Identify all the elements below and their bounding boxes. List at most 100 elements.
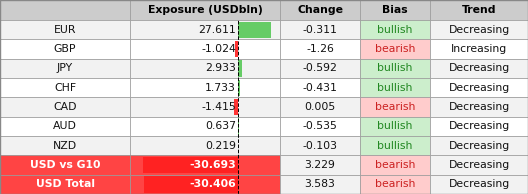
- Bar: [280, 20, 360, 39]
- Bar: [430, 59, 528, 78]
- Text: bullish: bullish: [378, 83, 413, 93]
- Bar: [360, 78, 430, 97]
- Text: Decreasing: Decreasing: [448, 179, 510, 189]
- Bar: [430, 78, 528, 97]
- Bar: [0, 20, 130, 39]
- Bar: [430, 175, 528, 194]
- Bar: [280, 136, 360, 155]
- Bar: [280, 0, 360, 20]
- Bar: [360, 136, 430, 155]
- Text: bullish: bullish: [378, 121, 413, 131]
- Bar: [360, 59, 430, 78]
- Bar: [130, 0, 280, 20]
- Bar: [235, 41, 238, 57]
- Text: bearish: bearish: [375, 44, 415, 54]
- Text: Exposure (USDbln): Exposure (USDbln): [148, 5, 262, 15]
- Text: 0.005: 0.005: [304, 102, 336, 112]
- Bar: [430, 39, 528, 59]
- Bar: [360, 0, 430, 20]
- Bar: [280, 97, 360, 117]
- Bar: [0, 136, 130, 155]
- Text: Decreasing: Decreasing: [448, 141, 510, 151]
- Bar: [280, 155, 360, 175]
- Bar: [143, 157, 238, 173]
- Text: bearish: bearish: [375, 102, 415, 112]
- Bar: [130, 20, 280, 39]
- Bar: [280, 117, 360, 136]
- Bar: [130, 59, 280, 78]
- Bar: [360, 175, 430, 194]
- Text: Change: Change: [297, 5, 343, 15]
- Text: -30.693: -30.693: [189, 160, 236, 170]
- Text: 2.933: 2.933: [205, 63, 236, 73]
- Bar: [280, 39, 360, 59]
- Bar: [280, 78, 360, 97]
- Bar: [0, 117, 130, 136]
- Text: CAD: CAD: [53, 102, 77, 112]
- Text: 0.219: 0.219: [205, 141, 236, 151]
- Bar: [130, 175, 280, 194]
- Text: -1.26: -1.26: [306, 44, 334, 54]
- Bar: [430, 155, 528, 175]
- Bar: [238, 22, 271, 38]
- Text: Decreasing: Decreasing: [448, 25, 510, 35]
- Text: -0.535: -0.535: [303, 121, 337, 131]
- Bar: [238, 80, 240, 96]
- Bar: [0, 78, 130, 97]
- Bar: [360, 117, 430, 136]
- Text: USD vs G10: USD vs G10: [30, 160, 100, 170]
- Bar: [130, 97, 280, 117]
- Bar: [0, 0, 130, 20]
- Text: bearish: bearish: [375, 179, 415, 189]
- Text: 27.611: 27.611: [198, 25, 236, 35]
- Bar: [238, 60, 241, 76]
- Bar: [280, 59, 360, 78]
- Bar: [360, 155, 430, 175]
- Text: Decreasing: Decreasing: [448, 121, 510, 131]
- Bar: [280, 175, 360, 194]
- Bar: [0, 97, 130, 117]
- Bar: [0, 59, 130, 78]
- Text: -1.415: -1.415: [201, 102, 236, 112]
- Text: 0.637: 0.637: [205, 121, 236, 131]
- Text: USD Total: USD Total: [35, 179, 95, 189]
- Bar: [144, 176, 238, 192]
- Bar: [430, 136, 528, 155]
- Text: bearish: bearish: [375, 160, 415, 170]
- Text: -1.024: -1.024: [201, 44, 236, 54]
- Bar: [0, 175, 130, 194]
- Text: GBP: GBP: [54, 44, 76, 54]
- Text: CHF: CHF: [54, 83, 76, 93]
- Bar: [233, 99, 238, 115]
- Bar: [430, 20, 528, 39]
- Bar: [360, 97, 430, 117]
- Bar: [130, 117, 280, 136]
- Text: JPY: JPY: [57, 63, 73, 73]
- Text: Bias: Bias: [382, 5, 408, 15]
- Bar: [238, 118, 239, 134]
- Bar: [430, 0, 528, 20]
- Text: -0.103: -0.103: [303, 141, 337, 151]
- Text: EUR: EUR: [54, 25, 76, 35]
- Text: bullish: bullish: [378, 141, 413, 151]
- Text: Decreasing: Decreasing: [448, 160, 510, 170]
- Text: Increasing: Increasing: [451, 44, 507, 54]
- Text: 1.733: 1.733: [205, 83, 236, 93]
- Text: 3.229: 3.229: [305, 160, 335, 170]
- Text: 3.583: 3.583: [305, 179, 335, 189]
- Bar: [130, 39, 280, 59]
- Bar: [0, 39, 130, 59]
- Bar: [0, 155, 130, 175]
- Bar: [430, 117, 528, 136]
- Bar: [430, 97, 528, 117]
- Text: bullish: bullish: [378, 63, 413, 73]
- Text: -30.406: -30.406: [189, 179, 236, 189]
- Text: AUD: AUD: [53, 121, 77, 131]
- Text: -0.592: -0.592: [303, 63, 337, 73]
- Bar: [130, 155, 280, 175]
- Bar: [130, 136, 280, 155]
- Bar: [360, 39, 430, 59]
- Text: Decreasing: Decreasing: [448, 83, 510, 93]
- Text: Decreasing: Decreasing: [448, 63, 510, 73]
- Text: Trend: Trend: [462, 5, 496, 15]
